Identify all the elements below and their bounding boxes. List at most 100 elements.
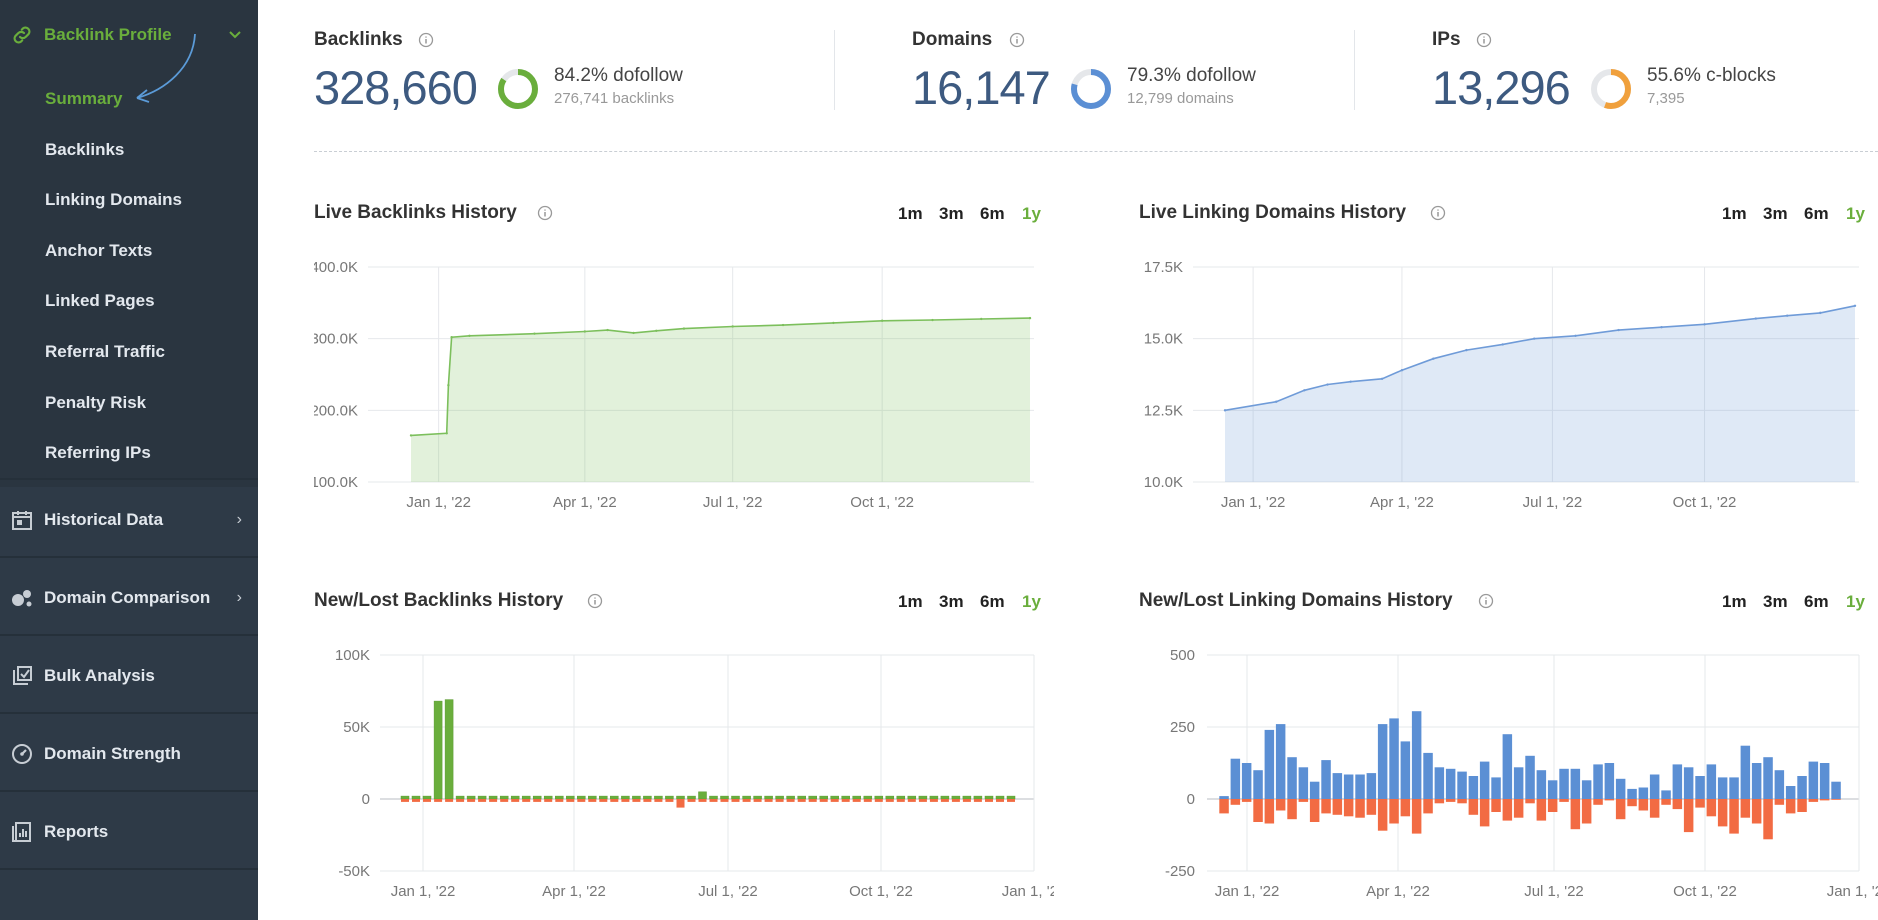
data-point [533, 332, 536, 335]
new-bar [1006, 795, 1016, 800]
data-point [1465, 348, 1468, 352]
lost-bar [929, 799, 938, 802]
new-bar [841, 795, 850, 800]
new-bar [599, 795, 608, 800]
sidebar-item-linked-pages[interactable]: Linked Pages [45, 291, 155, 310]
lost-bar [841, 799, 850, 802]
range-1m[interactable]: 1m [1722, 592, 1747, 611]
sidebar-item-backlinks[interactable]: Backlinks [45, 140, 125, 159]
x-tick-label: Jan 1, '23 [1827, 883, 1878, 900]
lost-bar [1672, 799, 1683, 810]
new-bar [808, 795, 817, 800]
new-bar [1831, 781, 1841, 799]
range-6m[interactable]: 6m [980, 204, 1005, 223]
new-bar [940, 795, 950, 800]
new-bar [654, 795, 663, 800]
new-bar [687, 795, 696, 800]
lost-bar [489, 799, 498, 802]
lost-bar [1751, 799, 1762, 824]
new-bar [1627, 788, 1637, 799]
sidebar-divider [0, 478, 258, 480]
sidebar-domain-comparison[interactable]: Domain Comparison › [0, 562, 258, 634]
range-3m[interactable]: 3m [1763, 592, 1788, 611]
range-6m[interactable]: 6m [1804, 204, 1829, 223]
sidebar-item-summary[interactable]: Summary [45, 89, 123, 108]
info-icon[interactable] [1478, 593, 1494, 609]
range-3m[interactable]: 3m [1763, 204, 1788, 223]
sidebar-historical-data[interactable]: Historical Data › [0, 484, 258, 556]
new-bar [1785, 786, 1796, 799]
sidebar-domain-strength[interactable]: Domain Strength [0, 718, 258, 790]
range-3m[interactable]: 3m [939, 204, 964, 223]
sidebar-backlink-profile[interactable]: Backlink Profile [0, 0, 258, 70]
lost-bar [951, 799, 960, 802]
new-bar [1219, 796, 1229, 799]
x-tick-label: Jul 1, '22 [1523, 494, 1583, 511]
lost-bar [1536, 799, 1547, 821]
info-icon[interactable] [1430, 205, 1446, 221]
new-bar [477, 795, 487, 800]
data-point [632, 331, 635, 335]
range-1m[interactable]: 1m [1722, 204, 1747, 223]
new-bar [1593, 764, 1603, 799]
new-bar [1581, 780, 1592, 799]
new-bar [1275, 724, 1286, 799]
lost-bar [412, 799, 420, 802]
data-point [447, 384, 450, 387]
new-bar [731, 795, 740, 800]
section-divider [314, 151, 1878, 152]
info-icon[interactable] [1009, 32, 1025, 48]
sidebar-item-linking-domains[interactable]: Linking Domains [45, 190, 182, 209]
range-1y[interactable]: 1y [1022, 204, 1041, 223]
range-1y[interactable]: 1y [1022, 592, 1041, 611]
new-bar [400, 795, 410, 800]
sidebar-item-referral-traffic[interactable]: Referral Traffic [45, 342, 165, 361]
new-bar [764, 795, 773, 800]
live-backlinks-chart: 400.0K 300.0K 200.0K 100.0K Jan 1, '22 Apr 1,… [314, 259, 1034, 511]
range-6m[interactable]: 6m [980, 592, 1005, 611]
info-icon[interactable] [587, 593, 603, 609]
lost-bar [830, 799, 839, 802]
new-bar [1264, 729, 1275, 799]
new-bar [543, 795, 553, 800]
y-tick-label: 0 [362, 791, 370, 808]
range-1y[interactable]: 1y [1846, 592, 1865, 611]
info-icon[interactable] [418, 32, 434, 48]
lost-bar [1638, 799, 1649, 811]
data-point [1028, 316, 1032, 320]
sidebar-reports[interactable]: Reports [0, 796, 258, 868]
range-3m[interactable]: 3m [939, 592, 964, 611]
lost-bar [1411, 799, 1422, 834]
info-icon[interactable] [1476, 32, 1492, 48]
range-1m[interactable]: 1m [898, 592, 923, 611]
new-bar [422, 795, 432, 800]
lost-bar [1763, 799, 1773, 840]
info-icon[interactable] [537, 205, 553, 221]
sidebar-item-anchor-texts[interactable]: Anchor Texts [45, 241, 153, 260]
stat-domains-pct: 79.3% dofollow [1127, 65, 1256, 86]
new-bar [742, 795, 751, 800]
new-bar [1366, 773, 1377, 799]
ring-fill [498, 69, 538, 109]
x-tick-label: Jan 1, '22 [391, 883, 456, 900]
range-1y[interactable]: 1y [1846, 204, 1865, 223]
sidebar-domain-strength-label: Domain Strength [44, 744, 181, 763]
y-tick-label: 200.0K [314, 402, 358, 419]
y-tick-label: 400.0K [314, 259, 358, 276]
sidebar-divider [0, 634, 258, 636]
range-1m[interactable]: 1m [898, 204, 923, 223]
lost-bar [1434, 799, 1445, 804]
range-6m[interactable]: 6m [1804, 592, 1829, 611]
lost-bar [1695, 799, 1705, 808]
area-fill [1225, 305, 1855, 482]
sidebar-item-referring-ips[interactable]: Referring IPs [45, 443, 151, 462]
new-bar [995, 795, 1005, 800]
sidebar-bulk-analysis[interactable]: Bulk Analysis [0, 640, 258, 712]
new-bar [885, 795, 895, 800]
new-bar [1434, 767, 1445, 799]
data-point [1303, 389, 1306, 392]
new-bar [499, 795, 509, 800]
lost-bar [1298, 799, 1309, 802]
sidebar-item-penalty-risk[interactable]: Penalty Risk [45, 393, 147, 412]
lost-bar [1491, 799, 1501, 812]
